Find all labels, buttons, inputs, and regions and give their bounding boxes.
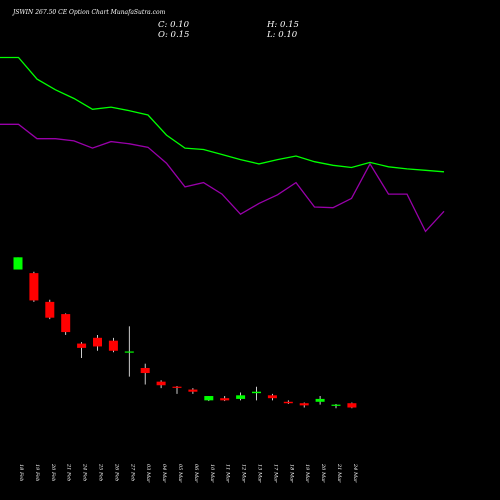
candle-body — [45, 301, 55, 318]
candle-body — [252, 391, 261, 394]
moving-average-layer — [0, 56, 445, 233]
x-tick-label: 26 Feb — [113, 463, 119, 481]
x-tick-label: 27 Feb — [129, 463, 135, 481]
candle-body — [315, 398, 325, 402]
candle-body — [204, 396, 214, 401]
high-label: H: 0.15 — [267, 20, 299, 30]
x-tick-label: 21 Feb — [66, 463, 72, 481]
x-tick-label: 04 Mar — [161, 464, 167, 483]
x-tick-label: 12 Mar — [241, 464, 247, 483]
x-tick-label: 11 Mar — [225, 464, 231, 483]
x-tick-label: 17 Mar — [272, 464, 278, 483]
x-tick-label: 10 Mar — [209, 464, 215, 483]
x-tick-label: 03 Mar — [145, 464, 151, 483]
candlestick-layer — [13, 257, 357, 409]
candle-body — [347, 403, 357, 408]
candle-body — [108, 340, 118, 351]
x-tick-label: 06 Mar — [193, 464, 199, 483]
x-tick-label: 20 Mar — [320, 463, 326, 483]
x-tick-label: 18 Mar — [288, 464, 294, 483]
candle-body — [77, 343, 87, 348]
candle-body — [188, 389, 198, 392]
chart-title: JSWIN 267.50 CE Option Chart MunafaSutra… — [13, 9, 166, 16]
x-tick-label: 25 Feb — [98, 463, 104, 481]
x-tick-label: 19 Feb — [34, 464, 40, 481]
close-label: C: 0.10 — [158, 20, 189, 30]
candle-body — [124, 351, 134, 353]
candle-body — [93, 337, 102, 347]
candle-body — [220, 398, 230, 401]
x-tick-label: 05 Mar — [177, 464, 183, 483]
candle-body — [29, 273, 39, 301]
open-label: O: 0.15 — [158, 30, 190, 40]
moving-average-slow-line — [0, 123, 445, 233]
x-axis-labels: 18 Feb 19 Feb 20 Feb 21 Feb 24 Feb 25 Feb 26 F… — [18, 463, 358, 483]
x-tick-label: 18 Feb — [18, 464, 24, 481]
x-tick-label: 21 Mar — [336, 463, 342, 483]
x-tick-label: 19 Mar — [304, 464, 310, 483]
candle-body — [236, 395, 246, 399]
low-label: L: 0.10 — [267, 30, 298, 40]
moving-average-fast-line — [0, 56, 445, 173]
candle-body — [299, 403, 309, 406]
candle-body — [172, 386, 182, 388]
candle-body — [13, 257, 23, 270]
candle-body — [61, 314, 71, 333]
candle-body — [156, 381, 166, 386]
candle-body — [140, 368, 150, 374]
x-tick-label: 24 Mar — [352, 463, 358, 483]
x-tick-label: 20 Feb — [50, 463, 56, 481]
candle-body — [267, 395, 277, 399]
x-tick-label: 24 Feb — [82, 463, 88, 481]
candle-body — [283, 401, 293, 404]
x-tick-label: 13 Mar — [257, 464, 263, 483]
candle-body — [331, 404, 341, 406]
